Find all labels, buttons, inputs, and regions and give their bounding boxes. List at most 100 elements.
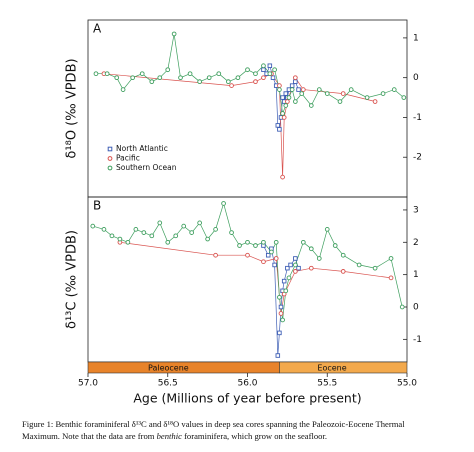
epoch-label: Eocene [317,364,346,373]
point [364,95,370,100]
point [114,75,120,81]
x-tick-label: 56.5 [158,379,178,389]
point [213,252,218,258]
y-tick-label: 0 [413,73,419,83]
point [340,252,346,258]
point [275,123,281,128]
caption-label: Figure 1: [22,419,53,429]
point [293,79,298,84]
point [189,230,195,235]
x-tick-label: 55.0 [397,379,417,389]
point [117,236,123,242]
point [348,87,354,92]
point [104,71,110,77]
point [337,99,343,104]
point [265,252,271,258]
point [316,87,322,92]
point [149,233,155,239]
point [300,239,306,245]
point [293,99,298,104]
point [229,83,234,88]
legend-marker [107,146,113,152]
point [273,256,279,261]
point [296,87,301,92]
point [269,249,274,255]
point [280,95,285,100]
point [277,87,282,92]
point [206,75,212,81]
point [299,91,305,96]
point [278,311,284,316]
point [187,71,193,77]
point [281,115,287,120]
point [324,227,330,232]
point [316,256,322,261]
point [181,223,187,229]
caption-line: Figure 1: Benthic foraminiferal δ¹³C and… [22,419,405,429]
point [280,174,285,180]
epoch-bar [279,361,408,374]
plot-frame [87,196,408,363]
point [275,353,281,358]
point [372,99,378,104]
point [133,227,139,232]
point [261,67,266,72]
point [285,99,290,104]
x-tick-label: 56.0 [237,379,257,389]
point [277,330,282,336]
point [197,220,202,226]
point [261,239,266,245]
point [277,83,282,88]
point [205,236,210,242]
point [288,262,293,268]
point [245,252,250,258]
panel-label: B [93,199,101,213]
point [372,265,378,271]
point [93,71,99,77]
point [300,87,306,92]
point [120,87,126,92]
point [324,91,330,96]
point [296,265,301,271]
point [157,75,163,81]
point [280,111,285,116]
point [286,95,292,100]
legend-label: Pacific [116,154,140,163]
caption-text: benthic [157,431,182,441]
legend-label: North Atlantic [116,144,168,153]
y-tick-label: 2 [413,238,419,248]
point [149,79,155,85]
point [130,75,136,81]
point [178,75,183,81]
point [399,304,405,310]
y-axis-label: δ¹³C (‰ VPDB) [65,230,80,329]
x-tick-label: 57.0 [78,379,98,389]
point [245,67,250,73]
point [273,239,279,245]
point [253,79,258,85]
point [340,269,346,274]
point [261,63,266,69]
point [280,317,285,323]
series-line [103,73,376,178]
caption-text: Benthic foraminiferal δ¹³C and δ¹⁸O valu… [55,419,405,429]
point [283,91,289,96]
point [272,67,277,73]
panel-label: A [93,22,102,36]
point [277,294,282,300]
point [293,262,298,268]
point [109,233,115,239]
point [253,71,258,77]
point [261,75,266,81]
point [226,79,231,85]
point [308,103,314,108]
y-tick-label: -1 [413,113,422,123]
point [197,79,202,85]
point [101,227,107,232]
point [245,239,250,245]
point [332,243,338,248]
point [229,230,234,235]
caption-line: Maximum. Note that the data are from ben… [22,431,327,441]
point [388,256,394,261]
point [293,269,298,274]
